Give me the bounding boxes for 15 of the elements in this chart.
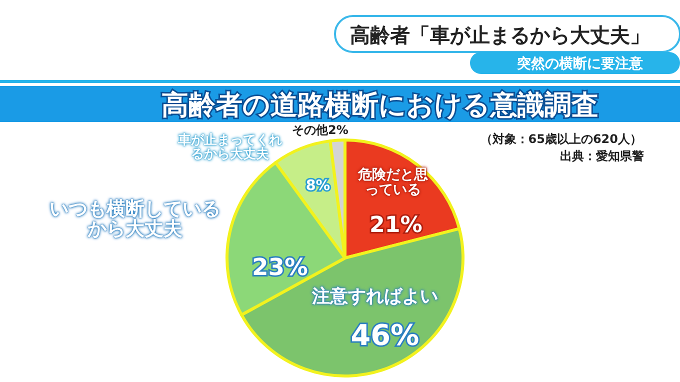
text: 高齢者「車が止まるから大丈夫」 (350, 23, 650, 47)
slice-label: その他 (292, 123, 328, 137)
data-label: 23% (252, 253, 308, 281)
data-label: 8% (306, 178, 330, 194)
data-label: 46% (350, 318, 420, 352)
text: 突然の横断に要注意 (516, 55, 644, 72)
data-label: 21% (370, 212, 422, 238)
slice-label: 危険だと思っている (357, 167, 429, 198)
source-note: 出典：愛知県警 (560, 149, 644, 163)
slice-label: 車が止まってくれるから大丈夫 (176, 133, 284, 162)
data-label: 2% (328, 123, 348, 137)
text: （対象：65歳以上の620人） (480, 132, 642, 146)
chart-title: 高齢者の道路横断における意識調査 (162, 90, 598, 121)
slice-label: 注意すればよい (310, 286, 439, 307)
slice-label: いつも横断しているから大丈夫 (48, 198, 222, 240)
